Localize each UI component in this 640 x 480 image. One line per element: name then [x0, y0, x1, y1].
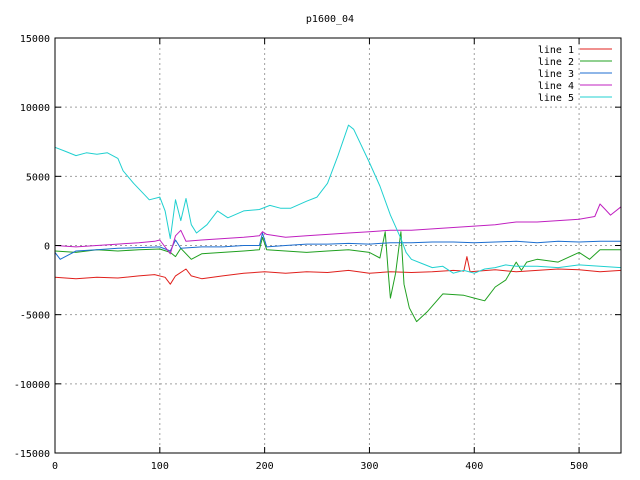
y-tick-label: 5000: [26, 172, 50, 183]
grid: [55, 38, 621, 453]
y-tick-label: -10000: [14, 380, 50, 391]
axis-ticks: 0 100 200 300 400 500 15000 10000 5000 0 -5000 -100…: [14, 34, 621, 472]
legend-label-5: line 5: [538, 93, 574, 104]
legend-label-3: line 3: [538, 69, 574, 80]
x-tick-label: 300: [360, 461, 378, 472]
y-tick-label: 0: [44, 242, 50, 253]
y-tick-label: 15000: [20, 34, 50, 45]
series-line-4: [54, 203, 622, 255]
legend-label-4: line 4: [538, 81, 574, 92]
y-tick-label: -15000: [14, 449, 50, 460]
x-tick-label: 400: [465, 461, 483, 472]
x-tick-label: 200: [256, 461, 274, 472]
series-line-1: [54, 256, 622, 285]
legend-label-2: line 2: [538, 57, 574, 68]
legend-label-1: line 1: [538, 45, 574, 56]
series-layer: [54, 124, 622, 323]
chart-title: p1600_04: [306, 14, 354, 25]
x-tick-label: 0: [52, 461, 58, 472]
y-tick-label: -5000: [20, 311, 50, 322]
series-line-5: [54, 124, 622, 274]
x-tick-label: 100: [151, 461, 169, 472]
y-tick-label: 10000: [20, 103, 50, 114]
x-tick-label: 500: [570, 461, 588, 472]
series-line-3: [54, 232, 621, 260]
